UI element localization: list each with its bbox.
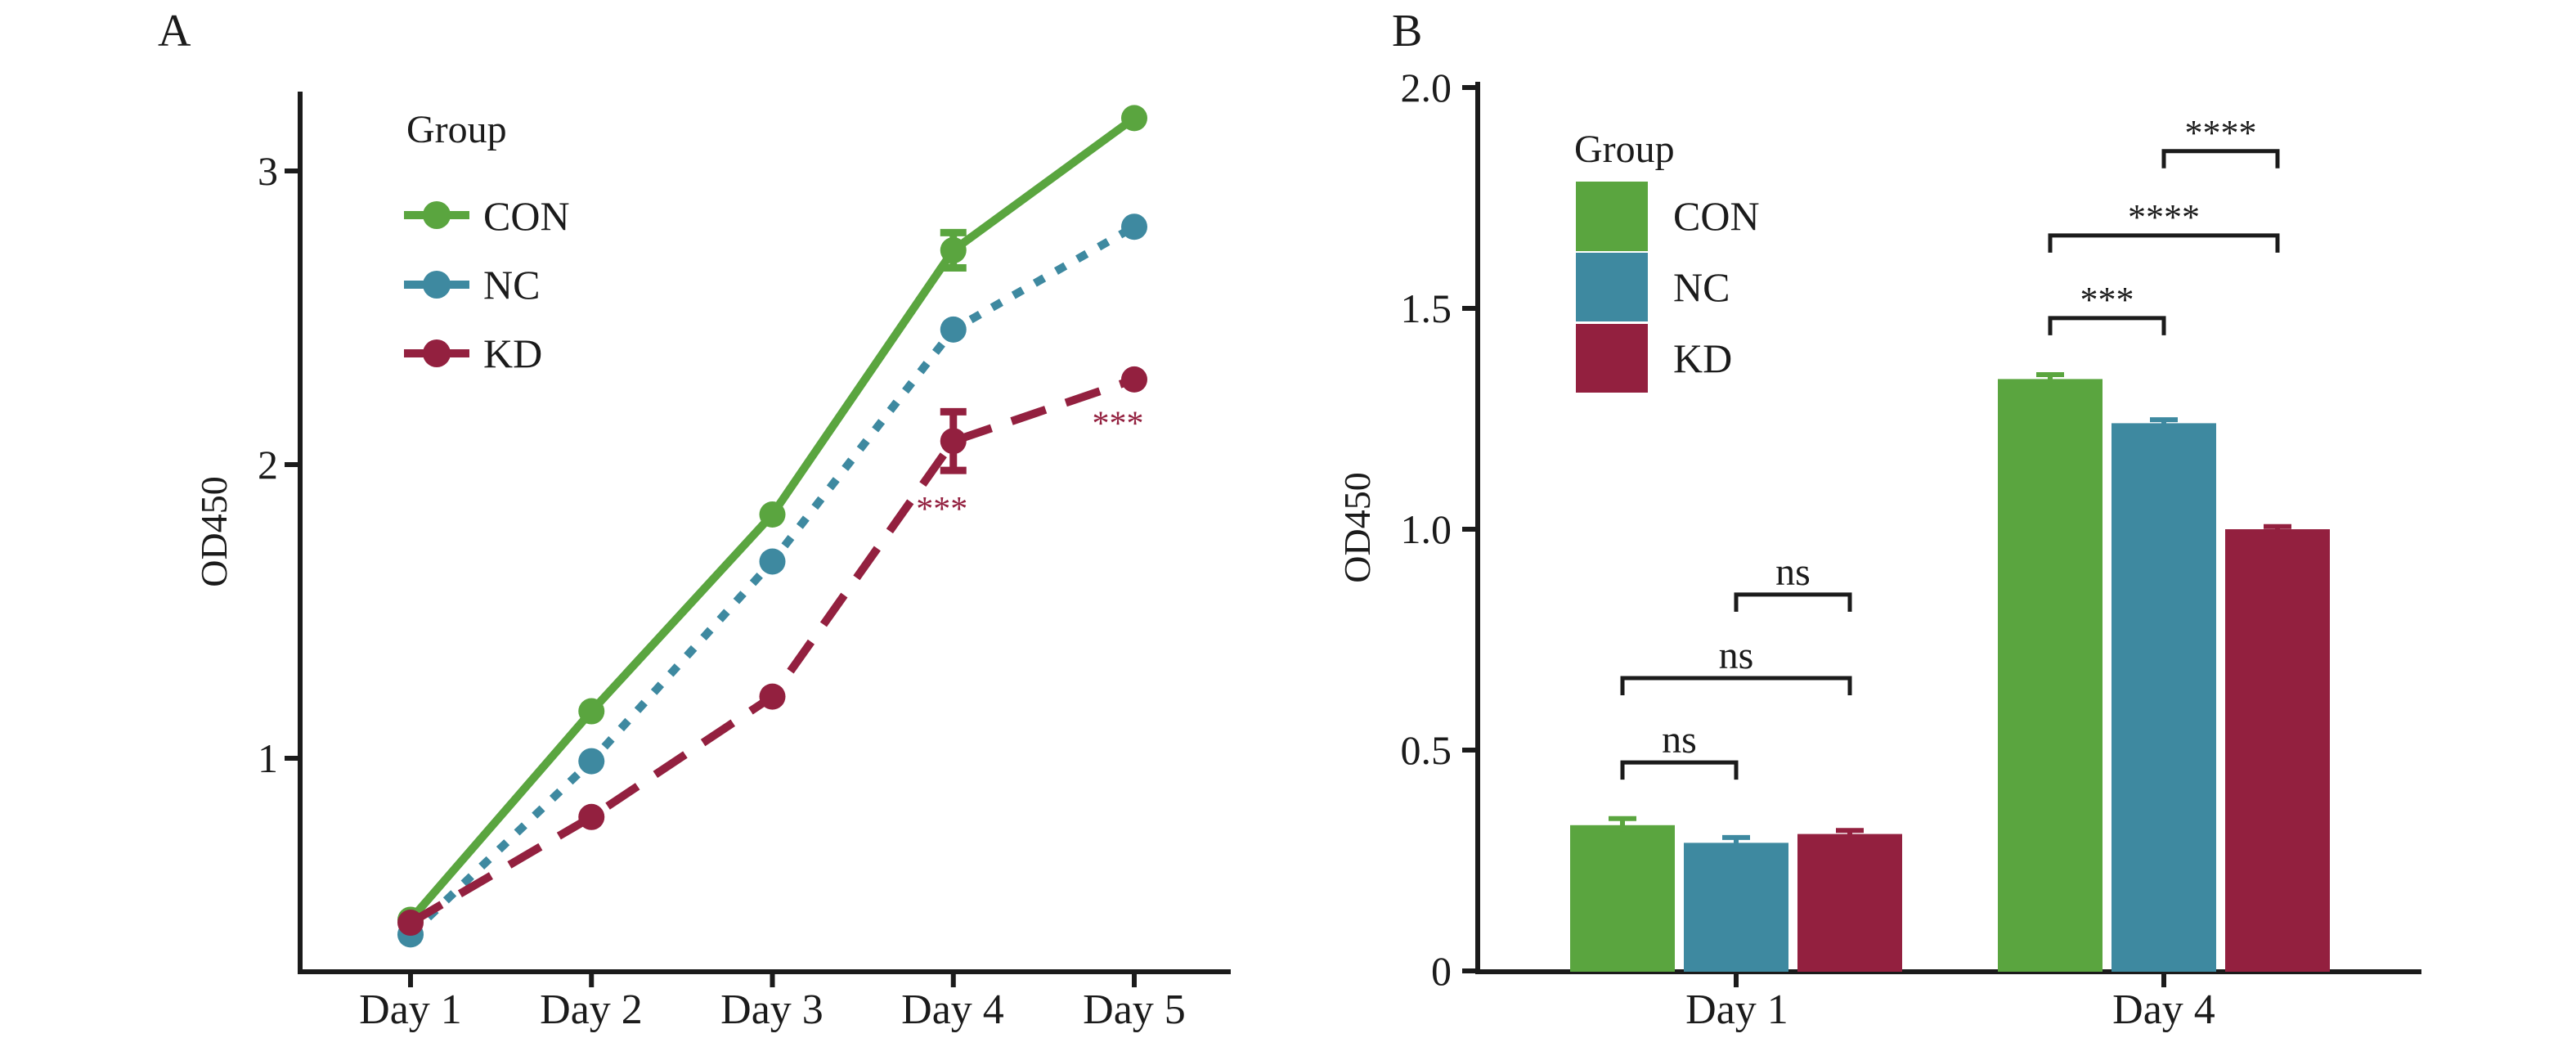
panel-a-point-nc-5 (1121, 213, 1147, 240)
panel-a-point-con-2 (578, 698, 605, 725)
panel-a-legend-item-nc: NC (483, 262, 541, 308)
panel-a-point-nc-4 (940, 316, 967, 343)
panel-b-legend-item-nc: NC (1673, 264, 1730, 310)
panel-a-point-con-5 (1121, 105, 1147, 132)
panel-a-point-nc-2 (578, 748, 605, 775)
panel-a-point-kd-1 (397, 910, 424, 937)
panel-a-point-kd-5 (1121, 366, 1147, 393)
panel-b-sig-bracket-3 (1734, 592, 1852, 612)
panel-a-point-con-4 (940, 236, 967, 263)
legend-line-marker-kd (404, 339, 469, 367)
panel-b-ytick-0: 0 (1431, 948, 1452, 994)
panel-b-sig-label-1: ns (1662, 718, 1697, 762)
panel-b-sig-label-4: *** (2080, 280, 2134, 320)
panel-b-ytick-0.5: 0.5 (1400, 727, 1452, 773)
panel-a-xtick-day4: Day 4 (901, 986, 1004, 1033)
panel-b-sig-label-5: **** (2128, 197, 2200, 237)
panel-b-legend-item-con: CON (1673, 193, 1760, 239)
panel-b-sig-bracket-2 (1620, 676, 1852, 695)
panel-a-xtick-day1: Day 1 (359, 986, 462, 1033)
panel-a-ytick-3: 3 (258, 148, 278, 194)
panel-a-line-kd (408, 375, 1136, 927)
panel-a-point-nc-3 (759, 548, 786, 575)
panel-a-xtick-day5: Day 5 (1083, 986, 1186, 1033)
panel-b-sig-label-3: ns (1775, 550, 1811, 594)
legend-swatch-con (1576, 182, 1648, 251)
panel-a-point-kd-2 (578, 803, 605, 830)
panel-b-bar-day4-con (1998, 379, 2103, 972)
panel-a-xtick-day3: Day 3 (720, 986, 824, 1033)
panel-b-sig-label-6: **** (2185, 113, 2257, 153)
panel-b-sig-bracket-1 (1620, 760, 1739, 780)
panel-b-bar-day1-kd (1797, 834, 1902, 972)
panel-b-xtick-day1: Day 1 (1685, 986, 1788, 1033)
panel-a-legend-title: Group (406, 108, 507, 151)
panel-a-significance-1: *** (916, 491, 967, 528)
legend-line-marker-con (404, 201, 469, 229)
panel-b-bar-day4-nc (2112, 423, 2216, 972)
legend-swatch-kd (1576, 324, 1648, 393)
panel-b-sig-label-2: ns (1719, 634, 1754, 677)
panel-b-sig-bracket-6 (2161, 149, 2280, 169)
panel-b-legend-title: Group (1574, 128, 1675, 171)
panel-b-ytick-1.0: 1.0 (1400, 506, 1452, 552)
panel-b-bar-day1-con (1570, 825, 1675, 972)
panel-b-legend-item-kd: KD (1673, 335, 1733, 381)
legend-line-marker-nc (404, 271, 469, 299)
panel-b-bar-day1-nc (1684, 843, 1788, 972)
panel-b-bar-day4-kd (2225, 529, 2330, 972)
panel-a-point-con-3 (759, 501, 786, 528)
panel-a-label: A (158, 6, 191, 56)
panel-a-significance-2: *** (1093, 406, 1144, 443)
panel-a-ytick-1: 1 (258, 735, 278, 781)
panel-a-legend-item-kd: KD (483, 330, 543, 376)
legend-swatch-nc (1576, 253, 1648, 321)
panel-a-point-kd-4 (940, 428, 967, 455)
panel-b-xtick-day4: Day 4 (2112, 986, 2215, 1033)
panel-a-ytick-2: 2 (258, 442, 278, 488)
panel-b-ytick-1.5: 1.5 (1400, 285, 1452, 331)
panel-b-sig-bracket-5 (2048, 233, 2280, 253)
panel-b-sig-bracket-4 (2048, 316, 2166, 335)
panel-b-ytick-2.0: 2.0 (1400, 65, 1452, 110)
panel-a-point-kd-3 (759, 683, 786, 710)
panel-a-legend-item-con: CON (483, 193, 570, 239)
panel-a-xtick-day2: Day 2 (540, 986, 643, 1033)
panel-b-label: B (1392, 6, 1423, 56)
